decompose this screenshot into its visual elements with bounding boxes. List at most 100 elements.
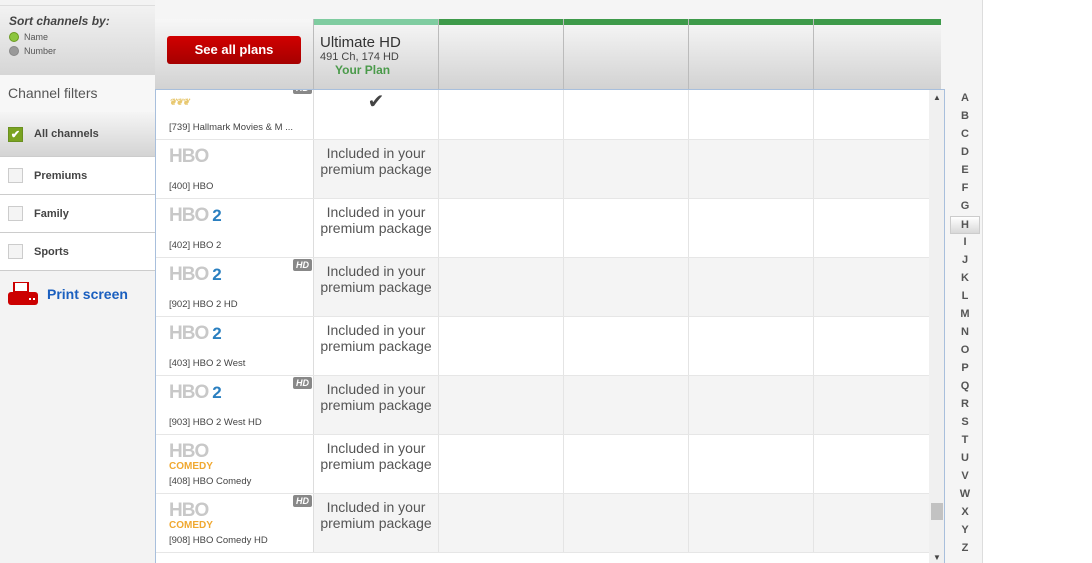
alphabet-letter[interactable]: M xyxy=(960,308,970,320)
sidebar: Sort channels by: Name Number Channel fi… xyxy=(0,0,155,563)
alphabet-letter[interactable]: I xyxy=(963,236,967,248)
filter-all-channels[interactable]: ✔ All channels xyxy=(0,112,155,157)
included-status: Included in your premium package xyxy=(320,381,432,413)
plan-cell xyxy=(564,140,689,198)
plan-cell xyxy=(439,317,564,375)
alphabet-letter[interactable]: X xyxy=(961,506,969,518)
plan-bar xyxy=(814,19,941,25)
table-row: HBO 2 [903] HBO 2 West HD HD Included in you… xyxy=(156,376,939,435)
plan-cell xyxy=(689,435,814,493)
plan-cell: Included in your premium package xyxy=(314,376,439,434)
plan-cell xyxy=(564,90,689,139)
checkbox-icon[interactable] xyxy=(8,244,23,259)
included-status: Included in your premium package xyxy=(320,145,432,177)
channel-cell[interactable]: HBO 2 [403] HBO 2 West xyxy=(156,317,314,375)
radio-selected-icon xyxy=(9,32,19,42)
included-status: Included in your premium package xyxy=(320,322,432,354)
plan-cell xyxy=(814,90,939,139)
plan-cell: Included in your premium package xyxy=(314,435,439,493)
channel-cell[interactable]: HBO [400] HBO xyxy=(156,140,314,198)
channel-filters-title: Channel filters xyxy=(0,75,155,112)
channel-cell[interactable]: HBO 2 [903] HBO 2 West HD HD xyxy=(156,376,314,434)
sort-by-number[interactable]: Number xyxy=(9,46,146,56)
checkbox-checked-icon[interactable]: ✔ xyxy=(8,126,23,142)
plan-cell xyxy=(564,376,689,434)
alphabet-letter[interactable]: U xyxy=(961,452,969,464)
alphabet-letter[interactable]: L xyxy=(961,290,969,302)
included-status: Included in your premium package xyxy=(320,204,432,236)
printer-icon xyxy=(8,282,38,305)
included-status: Included in your premium package xyxy=(320,499,432,531)
channel-logo: HBO COMEDY xyxy=(169,500,213,532)
table-row: HBO COMEDY [908] HBO Comedy HD HD Included i… xyxy=(156,494,939,553)
plan-cell xyxy=(689,317,814,375)
alphabet-letter[interactable]: J xyxy=(961,254,969,266)
scrollbar-thumb[interactable] xyxy=(931,503,943,520)
filter-family[interactable]: Family xyxy=(0,195,155,233)
alphabet-letter[interactable]: S xyxy=(961,416,969,428)
channel-name: [739] Hallmark Movies & M ... xyxy=(169,122,294,133)
plan-cell xyxy=(814,494,939,552)
alphabet-letter[interactable]: B xyxy=(961,110,969,122)
channel-cell[interactable]: HBO 2 [902] HBO 2 HD HD xyxy=(156,258,314,316)
channel-cell[interactable]: HBO 2 [402] HBO 2 xyxy=(156,199,314,257)
plan-channel-count: 491 Ch, 174 HD xyxy=(320,51,399,64)
print-screen-button[interactable]: Print screen xyxy=(8,282,128,306)
channel-name: [400] HBO xyxy=(169,181,214,192)
plan-column xyxy=(688,19,813,89)
alphabet-letter[interactable]: E xyxy=(961,164,969,176)
plan-column-ultimate-hd[interactable]: Ultimate HD 491 Ch, 174 HD Your Plan xyxy=(313,19,438,89)
plan-cell xyxy=(814,376,939,434)
plan-cell xyxy=(689,199,814,257)
plan-cell: Included in your premium package xyxy=(314,494,439,552)
checkbox-icon[interactable] xyxy=(8,206,23,221)
plan-cell xyxy=(814,435,939,493)
plan-cell xyxy=(439,376,564,434)
channel-logo: HBO COMEDY xyxy=(169,441,213,473)
alphabet-letter[interactable]: V xyxy=(961,470,969,482)
alphabet-letter[interactable]: O xyxy=(960,344,970,356)
alphabet-letter[interactable]: K xyxy=(961,272,969,284)
alphabet-letter[interactable]: Y xyxy=(961,524,969,536)
alphabet-letter[interactable]: Q xyxy=(960,380,970,392)
channel-cell[interactable]: ❦❦❦ [739] Hallmark Movies & M ... HD xyxy=(156,90,314,139)
alphabet-letter[interactable]: R xyxy=(961,398,969,410)
scroll-down-icon[interactable]: ▼ xyxy=(933,553,941,562)
filter-premiums[interactable]: Premiums xyxy=(0,157,155,195)
plan-column xyxy=(563,19,688,89)
plan-cell xyxy=(439,199,564,257)
channel-logo: HBO 2 xyxy=(169,382,222,403)
table-row: ❦❦❦ [739] Hallmark Movies & M ... HD ✔ xyxy=(156,90,939,140)
plans-header: See all plans Ultimate HD 491 Ch, 174 HD… xyxy=(155,19,941,89)
channel-cell[interactable]: HBO COMEDY [908] HBO Comedy HD HD xyxy=(156,494,314,552)
channel-cell[interactable]: HBO COMEDY [408] HBO Comedy xyxy=(156,435,314,493)
plan-cell: Included in your premium package xyxy=(314,317,439,375)
alphabet-letter[interactable]: A xyxy=(961,92,969,104)
alphabet-letter[interactable]: N xyxy=(961,326,969,338)
alphabet-letter[interactable]: D xyxy=(961,146,969,158)
alphabet-letter[interactable]: C xyxy=(961,128,969,140)
channel-logo: HBO xyxy=(169,146,209,167)
see-all-plans-button[interactable]: See all plans xyxy=(167,36,301,64)
scroll-up-icon[interactable]: ▲ xyxy=(933,93,941,102)
hd-badge: HD xyxy=(293,495,312,507)
alphabet-letter[interactable]: T xyxy=(961,434,969,446)
alphabet-letter[interactable]: G xyxy=(960,200,970,212)
plan-cell xyxy=(564,199,689,257)
checkbox-icon[interactable] xyxy=(8,168,23,183)
alphabet-letter[interactable]: H xyxy=(950,216,980,234)
plan-cell xyxy=(564,258,689,316)
scrollbar[interactable]: ▲ ▼ xyxy=(929,90,944,563)
channel-name: [903] HBO 2 West HD xyxy=(169,417,262,428)
alphabet-letter[interactable]: P xyxy=(961,362,969,374)
alphabet-letter[interactable]: F xyxy=(961,182,969,194)
alphabet-letter[interactable]: W xyxy=(959,488,971,500)
plan-cell xyxy=(689,258,814,316)
plan-cell xyxy=(814,317,939,375)
plan-cell xyxy=(564,435,689,493)
plan-cell xyxy=(564,494,689,552)
sort-by-name[interactable]: Name xyxy=(9,32,146,42)
alphabet-letter[interactable]: Z xyxy=(961,542,969,554)
filter-sports[interactable]: Sports xyxy=(0,233,155,271)
